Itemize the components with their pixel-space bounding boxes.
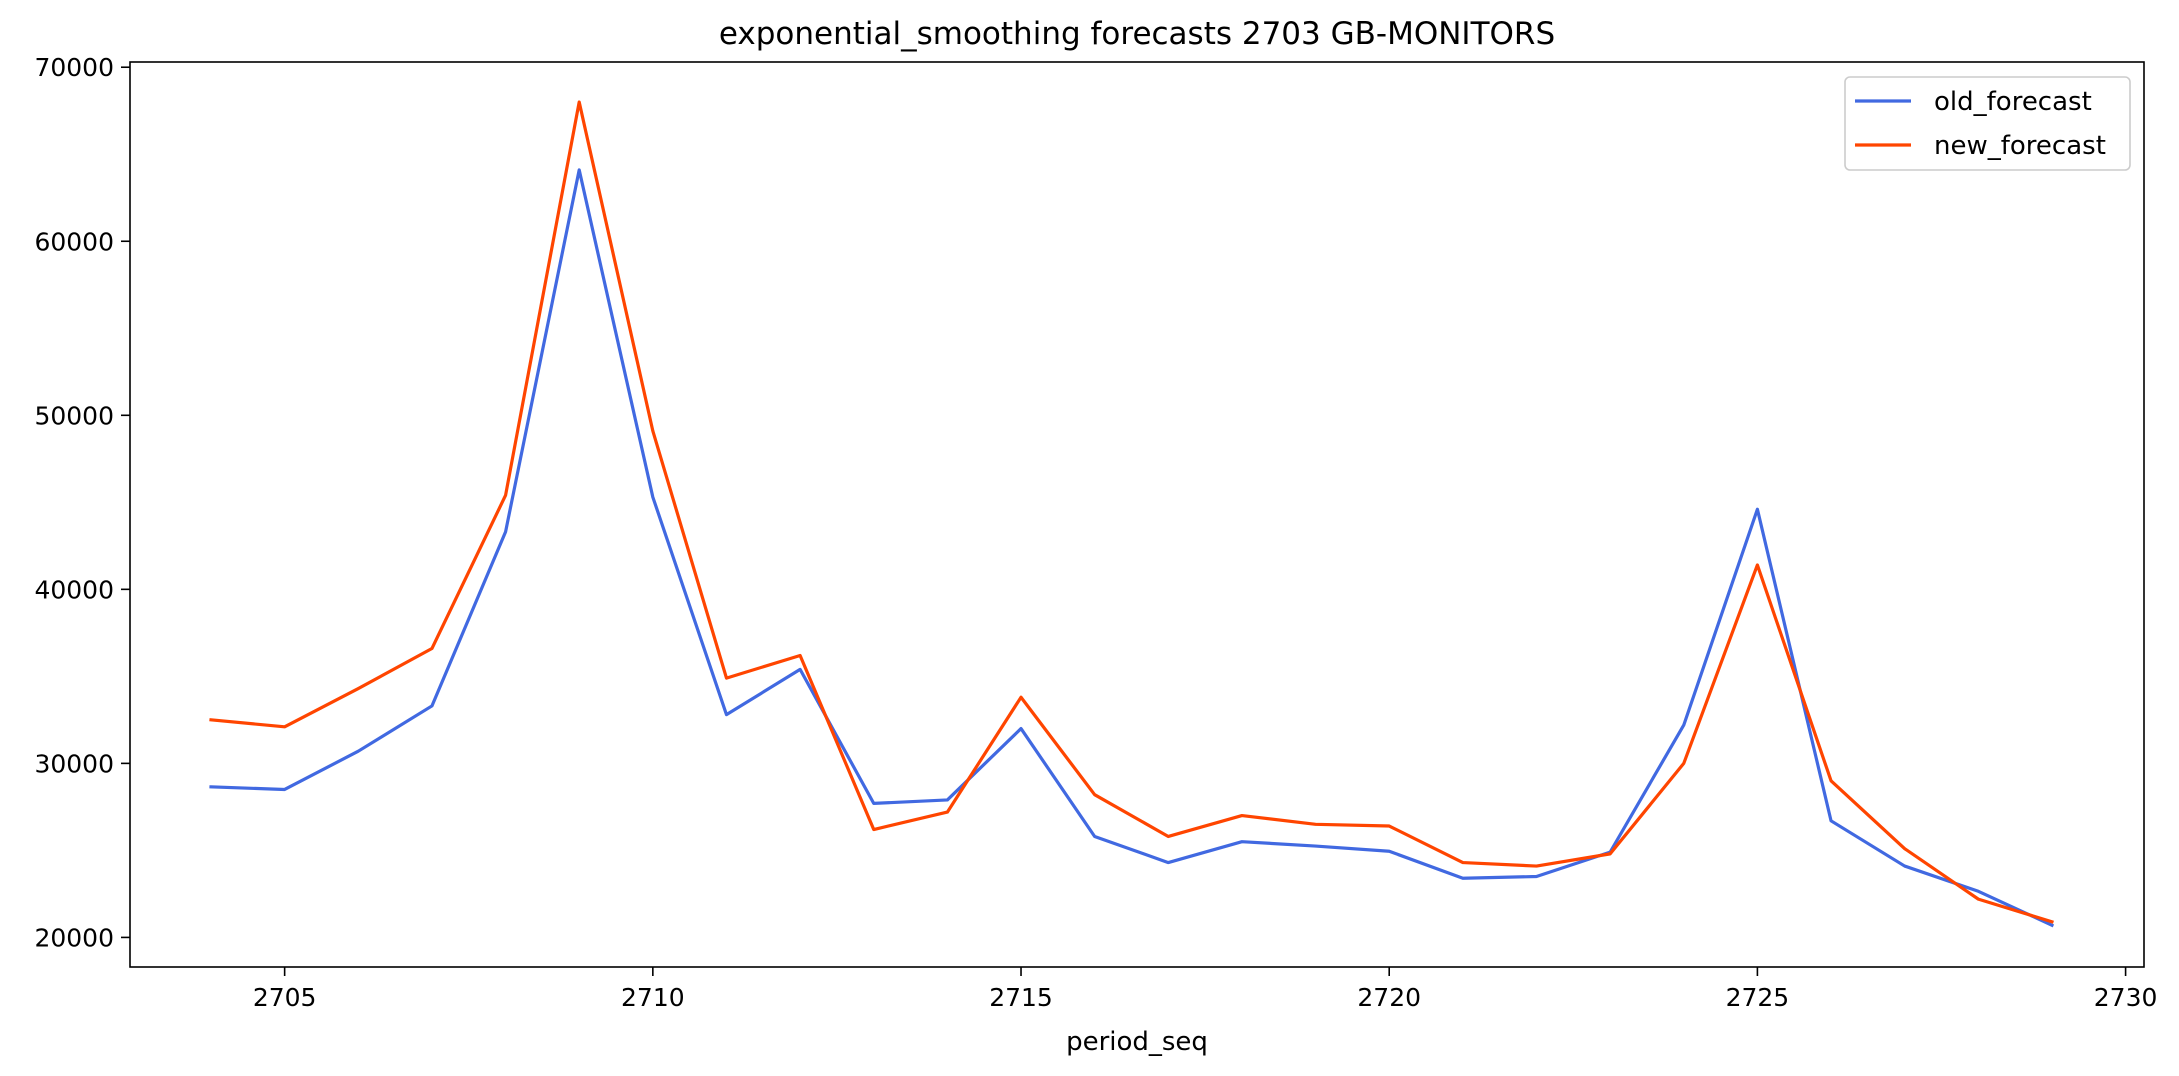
plot-area <box>129 61 2145 968</box>
y-axis: 20000 30000 40000 50000 60000 70000 <box>34 53 130 952</box>
y-tick-label-40000: 40000 <box>34 575 114 604</box>
plot-frame <box>129 61 2145 968</box>
x-axis: 2705 2710 2715 2720 2725 2730 <box>253 967 2158 1012</box>
y-tick-label-60000: 60000 <box>34 227 114 256</box>
x-tick-label-2710: 2710 <box>621 983 685 1012</box>
x-tick-label-2730: 2730 <box>2094 983 2158 1012</box>
x-axis-label: period_seq <box>1066 1027 1208 1057</box>
series-layer <box>209 100 2055 928</box>
chart-title: exponential_smoothing forecasts 2703 GB-… <box>719 16 1555 52</box>
legend-label-new-forecast: new_forecast <box>1934 131 2106 161</box>
series-line-new-forecast <box>209 100 2054 924</box>
y-tick-label-50000: 50000 <box>34 401 114 430</box>
legend-label-old-forecast: old_forecast <box>1934 87 2092 117</box>
x-tick-label-2720: 2720 <box>1357 983 1421 1012</box>
series-line-old-forecast <box>209 168 2055 928</box>
x-tick-label-2725: 2725 <box>1726 983 1790 1012</box>
legend: old_forecast new_forecast <box>1844 76 2131 171</box>
legend-box <box>1844 76 2131 171</box>
x-tick-label-2705: 2705 <box>253 983 317 1012</box>
y-tick-label-30000: 30000 <box>34 749 114 778</box>
y-tick-label-20000: 20000 <box>34 923 114 952</box>
y-tick-label-70000: 70000 <box>34 53 114 82</box>
x-tick-label-2715: 2715 <box>989 983 1053 1012</box>
